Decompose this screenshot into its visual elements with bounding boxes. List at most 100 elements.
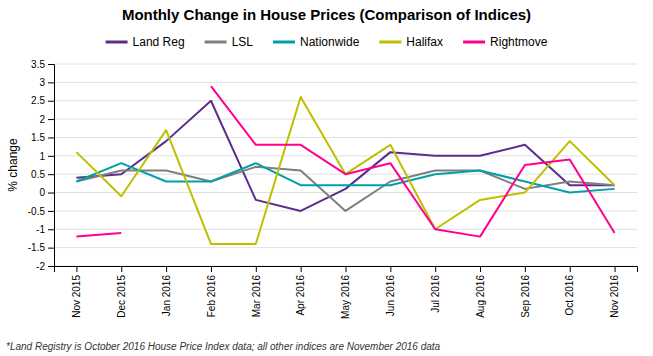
- tick-label: May 2016: [340, 275, 351, 319]
- tick-mark: [615, 266, 616, 272]
- legend-label: Nationwide: [300, 35, 360, 49]
- legend-swatch: [379, 41, 401, 44]
- grid-line: [54, 64, 637, 65]
- tick-label: Mar 2016: [251, 275, 262, 318]
- grid-line: [54, 82, 637, 83]
- grid-line: [54, 229, 637, 230]
- tick-label: 2: [39, 114, 45, 125]
- tick: 1.5: [31, 132, 54, 143]
- axis-line: [55, 267, 638, 273]
- chart-container: -2 -1.5 -1 -0.5 0 0.5 1 1.5 2 2.5 3 3.5 Nov 2015 Dec …: [0, 0, 653, 356]
- grid-line: [54, 119, 637, 120]
- tick: Apr 2016: [295, 266, 306, 316]
- legend-swatch: [273, 41, 295, 44]
- legend-label: Rightmove: [490, 35, 548, 49]
- tick-mark: [48, 82, 54, 83]
- grid-line: [54, 137, 637, 138]
- legend-swatch: [463, 41, 485, 44]
- tick-label: Oct 2016: [564, 275, 575, 316]
- tick-label: 2.5: [31, 95, 45, 106]
- tick: Mar 2016: [251, 266, 262, 317]
- tick-label: 3: [39, 77, 45, 88]
- tick-mark: [48, 101, 54, 102]
- tick-mark: [346, 266, 347, 272]
- tick-mark: [48, 137, 54, 138]
- tick-mark: [390, 266, 391, 272]
- tick: Sep 2016: [520, 266, 531, 318]
- tick-label: 0.5: [31, 169, 45, 180]
- legend-item: Rightmove: [463, 35, 548, 49]
- tick-label: 0: [39, 187, 45, 198]
- tick: Nov 2016: [609, 266, 620, 318]
- tick-label: Aug 2016: [475, 275, 486, 318]
- tick-label: Apr 2016: [295, 275, 306, 316]
- tick-mark: [121, 266, 122, 272]
- tick-mark: [48, 156, 54, 157]
- tick-mark: [48, 174, 54, 175]
- legend-label: Halifax: [406, 35, 443, 49]
- grid-line: [54, 192, 637, 193]
- legend-swatch: [205, 41, 227, 44]
- series-line: [76, 163, 614, 192]
- tick-label: -2: [36, 261, 45, 272]
- tick-label: Dec 2015: [116, 275, 127, 318]
- tick: 0.5: [31, 169, 54, 180]
- tick: -1: [36, 224, 54, 235]
- tick-mark: [211, 266, 212, 272]
- tick-mark: [48, 266, 54, 267]
- x-axis: Nov 2015 Dec 2015 Jan 2016 Feb 2016 Mar 2016…: [55, 266, 638, 319]
- tick-mark: [301, 266, 302, 272]
- tick-mark: [525, 266, 526, 272]
- tick: Nov 2015: [71, 266, 82, 318]
- grid: [54, 64, 637, 266]
- y-axis-title: % change: [6, 138, 20, 192]
- tick-mark: [48, 193, 54, 194]
- grid-line: [54, 155, 637, 156]
- tick-mark: [166, 266, 167, 272]
- tick-label: Sep 2016: [520, 275, 531, 318]
- lines: [76, 86, 614, 244]
- legend-label: LSL: [232, 35, 254, 49]
- tick: 1: [39, 151, 54, 162]
- tick: Oct 2016: [564, 266, 575, 316]
- tick-mark: [48, 64, 54, 65]
- tick: -2: [36, 261, 54, 272]
- tick: 2: [39, 114, 54, 125]
- tick-label: 1.5: [31, 132, 45, 143]
- tick: 3.5: [31, 59, 54, 70]
- footnote: *Land Registry is October 2016 House Pri…: [6, 341, 441, 352]
- plot-area: -2 -1.5 -1 -0.5 0 0.5 1 1.5 2 2.5 3 3.5 Nov 2015 Dec …: [28, 59, 638, 319]
- tick-label: Nov 2015: [71, 275, 82, 318]
- tick: 0: [39, 187, 54, 198]
- legend-label: Land Reg: [133, 35, 185, 49]
- tick-mark: [48, 211, 54, 212]
- legend-item: Halifax: [379, 35, 443, 49]
- tick-mark: [435, 266, 436, 272]
- tick-label: -1.5: [28, 242, 46, 253]
- tick-mark: [76, 266, 77, 272]
- y-axis: -2 -1.5 -1 -0.5 0 0.5 1 1.5 2 2.5 3 3.5: [28, 59, 55, 272]
- title: Monthly Change in House Prices (Comparis…: [122, 6, 531, 23]
- tick-label: 3.5: [31, 59, 45, 70]
- tick-label: Jul 2016: [430, 275, 441, 313]
- tick: Aug 2016: [475, 266, 486, 318]
- tick-label: Feb 2016: [206, 275, 217, 318]
- tick-label: Jan 2016: [161, 275, 172, 317]
- legend-item: LSL: [205, 35, 254, 49]
- legend-swatch: [106, 41, 128, 44]
- axis-line: [48, 65, 55, 267]
- tick-label: Nov 2016: [609, 275, 620, 318]
- tick-mark: [48, 229, 54, 230]
- tick: Feb 2016: [206, 266, 217, 317]
- tick: Jan 2016: [161, 266, 172, 316]
- legend-item: Land Reg: [106, 35, 185, 49]
- tick-mark: [570, 266, 571, 272]
- tick-label: -0.5: [28, 206, 46, 217]
- series-line: [76, 97, 614, 244]
- tick: Dec 2015: [116, 266, 127, 318]
- tick-label: 1: [39, 151, 45, 162]
- tick: Jun 2016: [385, 266, 396, 316]
- tick: 2.5: [31, 95, 54, 106]
- tick: May 2016: [340, 266, 351, 319]
- tick: 3: [39, 77, 54, 88]
